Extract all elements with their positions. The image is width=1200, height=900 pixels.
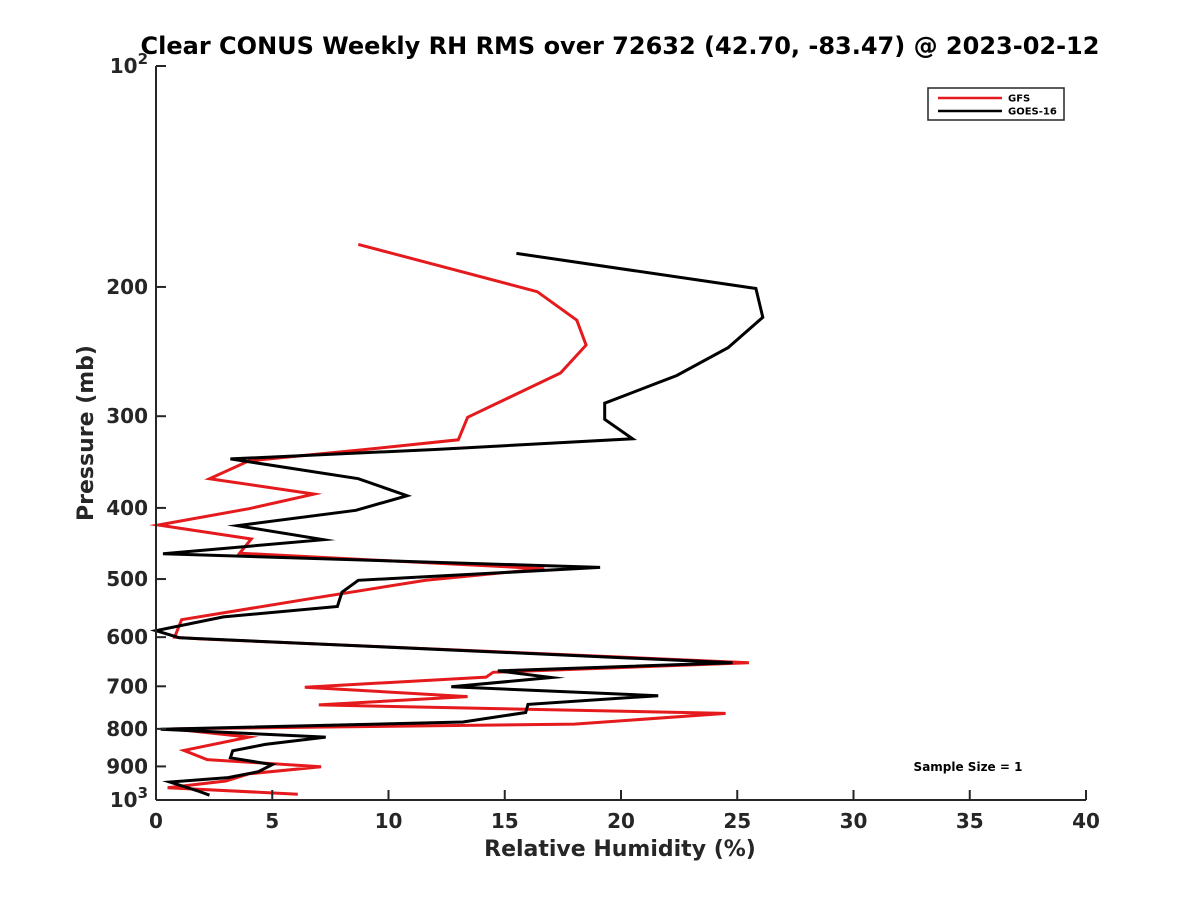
- y-tick-label-exponent: 3: [138, 784, 148, 802]
- x-tick-label: 40: [1072, 809, 1100, 833]
- y-tick-label: 900: [106, 754, 148, 778]
- y-tick-label: 103: [110, 784, 148, 812]
- x-tick-label: 0: [149, 809, 163, 833]
- y-tick-label: 600: [106, 625, 148, 649]
- x-tick-label: 20: [607, 809, 635, 833]
- x-axis-ticks: 0 5 10 15 20 25 30 35 40: [149, 790, 1100, 833]
- x-tick-label: 15: [491, 809, 519, 833]
- y-tick-label: 800: [106, 717, 148, 741]
- series-line-gfs: [149, 242, 749, 796]
- series-layer: [149, 242, 765, 797]
- x-tick-label: 5: [265, 809, 279, 833]
- x-tick-label: 25: [723, 809, 751, 833]
- y-tick-label: 400: [106, 496, 148, 520]
- y-tick-label-base: 10: [110, 788, 138, 812]
- y-tick-label: 700: [106, 674, 148, 698]
- y-tick-label: 500: [106, 567, 148, 591]
- y-tick-label: 300: [106, 404, 148, 428]
- legend-entry-label: GOES-16: [1008, 107, 1057, 118]
- x-tick-label: 35: [956, 809, 984, 833]
- chart-title: Clear CONUS Weekly RH RMS over 72632 (42…: [141, 32, 1100, 60]
- series-line-goes-16: [149, 251, 765, 797]
- y-tick-label-base: 10: [110, 54, 138, 78]
- x-tick-label: 30: [840, 809, 868, 833]
- legend-box: [927, 87, 1065, 121]
- legend: GFS GOES-16: [927, 87, 1065, 121]
- y-tick-label: 102: [110, 50, 148, 78]
- sample-size-annotation: Sample Size = 1: [914, 760, 1023, 774]
- x-tick-label: 10: [375, 809, 403, 833]
- legend-entry-label: GFS: [1008, 94, 1030, 105]
- y-tick-label-exponent: 2: [138, 50, 148, 68]
- y-axis-label: Pressure (mb): [74, 345, 99, 521]
- plot-area: [156, 66, 1086, 800]
- x-axis-label: Relative Humidity (%): [484, 837, 756, 862]
- y-tick-label: 200: [106, 275, 148, 299]
